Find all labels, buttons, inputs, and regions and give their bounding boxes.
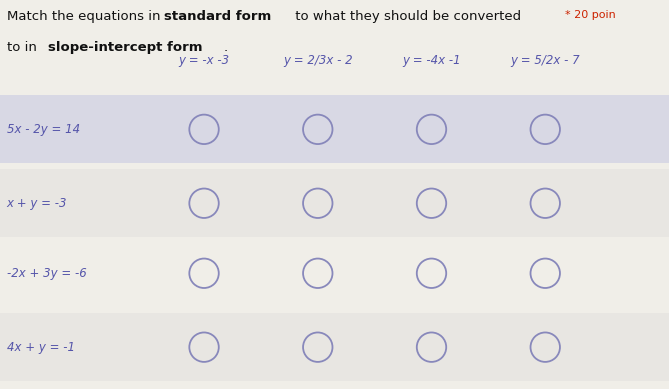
Text: y = -4x -1: y = -4x -1 bbox=[402, 54, 461, 67]
Bar bbox=[0, 313, 669, 381]
Text: Match the equations in: Match the equations in bbox=[7, 10, 165, 23]
Text: -2x + 3y = -6: -2x + 3y = -6 bbox=[7, 267, 86, 280]
Text: to what they should be converted: to what they should be converted bbox=[291, 10, 521, 23]
Text: * 20 poin: * 20 poin bbox=[565, 10, 616, 20]
Text: to in: to in bbox=[7, 41, 41, 54]
Text: y = 2/3x - 2: y = 2/3x - 2 bbox=[283, 54, 353, 67]
Text: .: . bbox=[224, 41, 228, 54]
Bar bbox=[0, 169, 669, 237]
Text: x + y = -3: x + y = -3 bbox=[7, 197, 67, 210]
Text: 4x + y = -1: 4x + y = -1 bbox=[7, 341, 75, 354]
Bar bbox=[0, 239, 669, 307]
Text: standard form: standard form bbox=[164, 10, 271, 23]
Text: 5x - 2y = 14: 5x - 2y = 14 bbox=[7, 123, 80, 136]
Text: y = 5/2x - 7: y = 5/2x - 7 bbox=[510, 54, 580, 67]
Bar bbox=[0, 95, 669, 163]
Text: slope-intercept form: slope-intercept form bbox=[48, 41, 203, 54]
Text: y = -x -3: y = -x -3 bbox=[179, 54, 229, 67]
